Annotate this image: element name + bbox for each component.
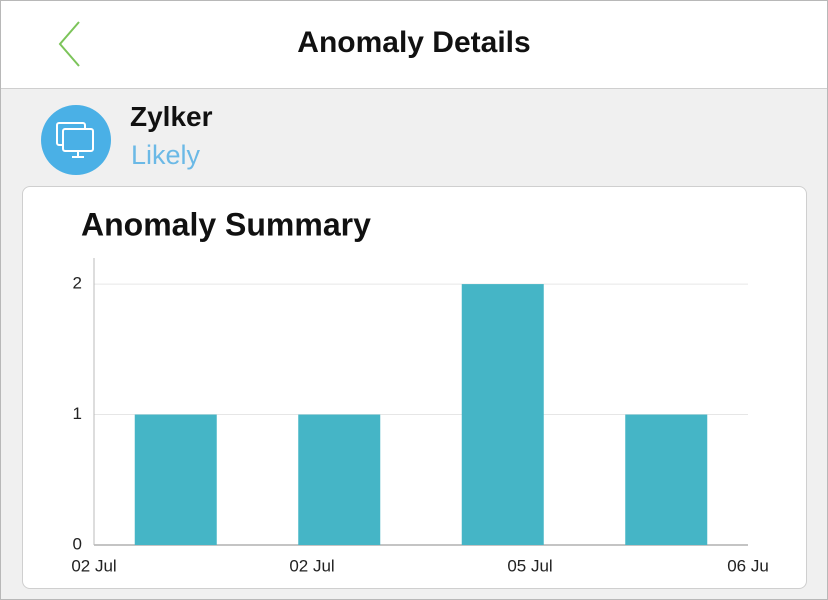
x-tick-label: 06 Ju: [727, 556, 769, 575]
y-tick-label: 2: [73, 274, 82, 293]
y-tick-label: 0: [73, 534, 82, 553]
x-tick-label: 05 Jul: [507, 556, 552, 575]
back-button[interactable]: [51, 16, 91, 76]
header-title: Anomaly Details: [297, 26, 531, 59]
bar: [134, 414, 217, 545]
bar: [298, 414, 381, 545]
bar: [625, 414, 708, 545]
x-tick-label: 02 Jul: [71, 556, 116, 575]
avatar: [41, 105, 111, 175]
bar: [461, 284, 544, 545]
chart-title: Anomaly Summary: [81, 206, 371, 242]
profile-status: Likely: [131, 140, 201, 170]
profile-name: Zylker: [130, 101, 213, 132]
y-tick-label: 1: [73, 404, 82, 423]
header: Anomaly Details: [1, 1, 827, 89]
x-tick-label: 02 Jul: [289, 556, 334, 575]
